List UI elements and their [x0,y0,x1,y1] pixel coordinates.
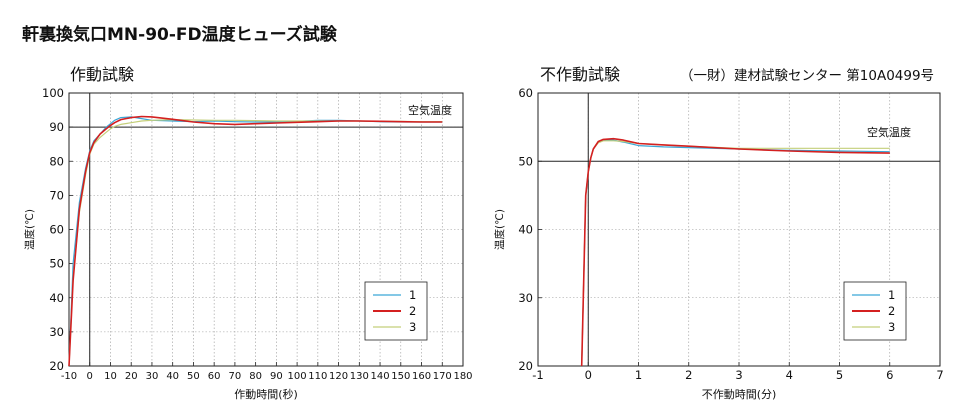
activation-x-tick-label: 40 [166,371,179,382]
non-activation-legend: 1 2 3 [843,281,907,341]
activation-y-tick-label: 50 [49,257,64,271]
non-activation-y-tick-label: 20 [518,359,533,373]
activation-x-tick-label: 150 [391,371,410,382]
activation-x-tick-label: 110 [308,371,327,382]
activation-y-tick-label: 100 [42,86,64,100]
activation-x-tick-label: 60 [208,371,221,382]
activation-legend-label-2: 2 [409,304,416,318]
activation-legend-label-3: 3 [409,320,416,334]
activation-x-tick-label: 160 [412,371,431,382]
non-activation-x-tick-label: 7 [936,368,943,382]
non-activation-y-tick-label: 50 [518,154,533,168]
activation-y-axis-label: 温度(℃) [23,209,36,250]
non-activation-y-tick-label: 30 [518,291,533,305]
activation-x-tick-label: 50 [187,371,200,382]
activation-y-tick-label: 70 [49,188,64,202]
activation-x-tick-label: 20 [125,371,138,382]
non-activation-y-axis-label: 温度(℃) [493,209,506,250]
non-activation-series-3-line [581,140,890,367]
activation-chart-title: 作動試験 [70,65,134,84]
activation-y-tick-label: 30 [49,325,64,339]
non-activation-x-tick-label: 5 [836,368,843,382]
activation-x-tick-label: 130 [350,371,369,382]
activation-y-tick-label: 40 [49,291,64,305]
activation-x-tick-label: 30 [146,371,159,382]
page-title: 軒裏換気口MN-90-FD温度ヒューズ試験 [22,25,337,45]
activation-x-tick-label: 100 [288,371,307,382]
activation-x-tick-label: 140 [371,371,390,382]
non-activation-legend-label-1: 1 [888,288,895,302]
non-activation-x-tick-label: 1 [635,368,642,382]
activation-legend-label-1: 1 [409,288,416,302]
non-activation-series-2-line [580,137,890,367]
activation-x-tick-label: 180 [453,371,472,382]
non-activation-x-tick-label: 3 [735,368,742,382]
activation-series-2-line [68,115,443,367]
activation-x-tick-label: 90 [270,371,283,382]
non-activation-x-tick-label: -1 [532,368,543,382]
non-activation-chart: 不作動試験 （一財）建材試験センター 第10A0499号 -1 0 1 2 3 4 5 6 7 20 3… [493,65,944,401]
non-activation-legend-label-2: 2 [888,304,895,318]
activation-y-tick-label: 20 [49,359,64,373]
non-activation-y-tick-label: 40 [518,223,533,237]
non-activation-chart-subtitle: （一財）建材試験センター 第10A0499号 [680,67,934,84]
non-activation-x-axis-label: 不作動時間(分) [702,387,777,401]
activation-x-tick-label: 10 [104,371,117,382]
non-activation-legend-label-3: 3 [888,320,895,334]
activation-x-tick-label: 170 [433,371,452,382]
activation-x-axis-label: 作動時間(秒) [234,387,298,401]
activation-legend: 1 2 3 [364,281,428,341]
non-activation-chart-title: 不作動試験 [540,65,620,84]
non-activation-y-tick-label: 60 [518,86,533,100]
activation-chart: 作動試験-10 0 10 20 30 40 50 60 70 80 90 100 110 120 130 14… [23,65,473,401]
activation-x-tick-label: -10 [61,371,77,382]
non-activation-x-tick-label: 6 [886,368,893,382]
activation-y-tick-label: 80 [49,154,64,168]
non-activation-x-tick-label: 2 [685,368,692,382]
activation-x-tick-label: 0 [87,371,93,382]
non-activation-series-1-line [581,139,890,367]
activation-x-tick-label: 70 [229,371,242,382]
activation-x-tick-label: 120 [329,371,348,382]
activation-y-tick-label: 60 [49,223,64,237]
activation-x-tick-label: 80 [249,371,262,382]
non-activation-x-tick-label: 4 [786,368,793,382]
activation-y-tick-label: 90 [49,120,64,134]
activation-air-temp-label: 空気温度 [408,103,452,117]
non-activation-air-temp-label: 空気温度 [867,125,911,139]
non-activation-x-tick-label: 0 [585,368,592,382]
